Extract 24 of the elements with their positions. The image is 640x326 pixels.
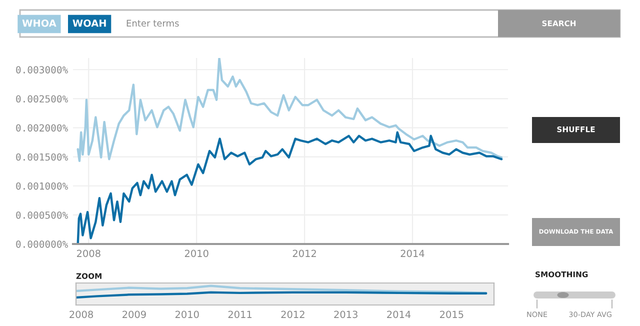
y-tick-label: 0.001000% — [16, 182, 68, 190]
x-tick-label: 2010 — [175, 310, 199, 318]
x-tick-label: 2009 — [122, 310, 146, 318]
y-tick-label: 0.002500% — [16, 95, 68, 103]
text: WOAH — [72, 19, 106, 27]
y-tick-label: 0.000500% — [16, 211, 68, 219]
x-tick-label: 2014 — [387, 310, 411, 318]
x-tick-label: 2013 — [334, 310, 358, 318]
x-tick-label: 2012 — [292, 250, 316, 258]
y-tick-label: 0.003000% — [16, 66, 68, 74]
y-tick-label: 0.001500% — [16, 153, 68, 161]
x-tick-label: 2015 — [440, 310, 464, 318]
x-tick-label: 2011 — [228, 310, 252, 318]
x-tick-label: 2010 — [184, 250, 208, 258]
text: WHOA — [22, 19, 56, 27]
text: Enter terms — [126, 20, 179, 27]
x-tick-label: 2014 — [400, 250, 424, 258]
line-series — [76, 58, 503, 162]
y-tick-label: 0.000000% — [16, 240, 68, 248]
x-tick-label: 2008 — [70, 310, 93, 318]
line-series — [76, 131, 503, 244]
y-tick-label: 0.002000% — [16, 124, 68, 132]
x-tick-label: 2008 — [76, 250, 100, 258]
x-tick-label: 2012 — [281, 310, 304, 318]
